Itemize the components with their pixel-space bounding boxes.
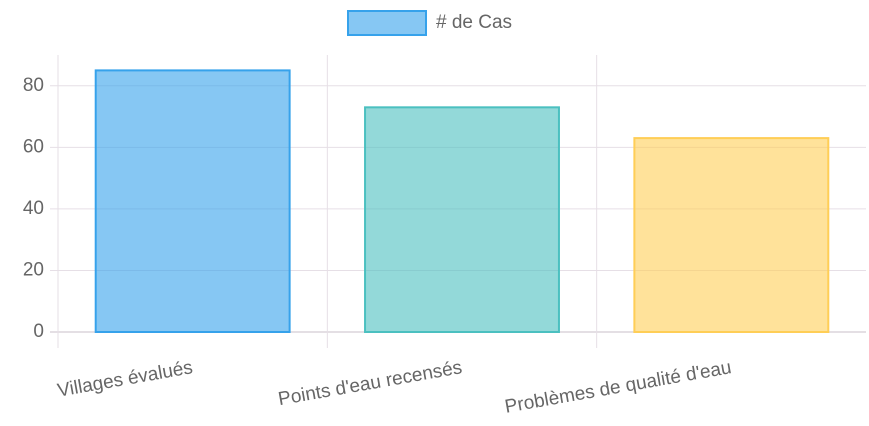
legend-label: # de Cas xyxy=(436,12,512,33)
y-tick-label: 0 xyxy=(33,321,44,342)
x-tick-label: Villages évalués xyxy=(56,357,195,401)
bar xyxy=(633,137,830,333)
legend-swatch xyxy=(347,10,427,36)
bar xyxy=(364,106,560,333)
x-tick-label: Points d'eau recensés xyxy=(277,357,464,410)
bar xyxy=(94,69,291,333)
y-tick-label: 80 xyxy=(23,75,44,96)
y-tick-label: 60 xyxy=(23,136,44,157)
y-tick-label: 40 xyxy=(23,198,44,219)
y-tick-label: 20 xyxy=(23,259,44,280)
x-tick-label: Problèmes de qualité d'eau xyxy=(503,357,733,418)
